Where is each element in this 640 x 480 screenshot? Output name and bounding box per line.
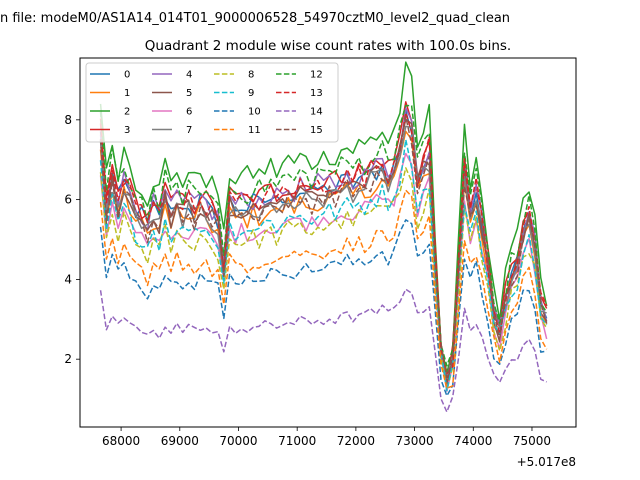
series-line-10 (99, 219, 547, 397)
legend-label-1: 1 (124, 88, 130, 99)
legend-label-2: 2 (124, 107, 130, 118)
y-tick-label: 4 (64, 272, 72, 286)
legend-box (85, 62, 339, 143)
legend-label-15: 15 (310, 125, 323, 136)
legend-label-5: 5 (186, 88, 192, 99)
legend-label-9: 9 (248, 88, 254, 99)
legend-label-4: 4 (186, 70, 192, 81)
x-tick-label: 69000 (161, 434, 199, 448)
x-tick-label: 68000 (102, 434, 140, 448)
legend-label-8: 8 (248, 70, 254, 81)
plot-frame (79, 57, 577, 428)
legend-label-10: 10 (248, 107, 261, 118)
x-tick-label: 71000 (278, 434, 316, 448)
series-line-9 (99, 138, 548, 392)
legend-label-12: 12 (310, 70, 323, 81)
legend-label-7: 7 (186, 125, 192, 136)
figure-suptitle: n file: modeM0/AS1A14_014T01_9000006528_… (0, 11, 510, 26)
legend-label-11: 11 (248, 125, 261, 136)
series-layer (99, 61, 548, 413)
series-line-11 (99, 189, 548, 390)
series-line-12 (99, 104, 548, 367)
legend-label-13: 13 (310, 88, 323, 99)
legend-label-14: 14 (310, 107, 323, 118)
y-tick-label: 2 (64, 352, 72, 366)
chart-title: Quadrant 2 module wise count rates with … (145, 38, 511, 54)
x-tick-label: 75000 (513, 434, 551, 448)
y-tick-label: 6 (64, 193, 72, 207)
x-tick-label: 74000 (454, 434, 492, 448)
series-line-14 (99, 288, 547, 413)
x-tick-label: 73000 (395, 434, 433, 448)
legend-label-0: 0 (124, 70, 130, 81)
series-line-2 (99, 61, 548, 374)
legend-label-6: 6 (186, 107, 192, 118)
series-line-8 (99, 167, 548, 391)
x-offset-label: +5.017e8 (517, 455, 576, 469)
y-axis: 2 4 6 8 (64, 113, 80, 366)
series-line-4 (99, 107, 548, 385)
series-line-15 (99, 115, 548, 379)
y-tick-label: 8 (64, 113, 72, 127)
x-axis: 68000 69000 70000 71000 72000 73000 74000 75000 (102, 427, 551, 448)
legend-label-3: 3 (124, 125, 130, 136)
x-tick-label: 72000 (337, 434, 375, 448)
x-tick-label: 70000 (219, 434, 257, 448)
